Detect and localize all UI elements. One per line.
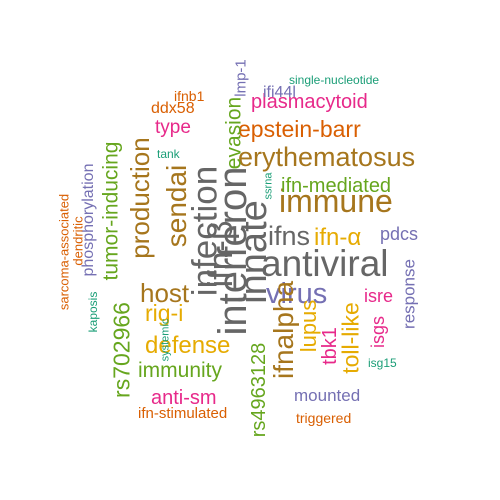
word-isgs: isgs	[368, 315, 388, 349]
word-sendai: sendai	[161, 164, 192, 248]
word-defense: defense	[145, 332, 231, 359]
word-dendritic: dendritic	[70, 216, 86, 266]
word-epstein-barr: epstein-barr	[238, 116, 361, 142]
word-triggered: triggered	[296, 410, 352, 426]
word-host: host	[140, 278, 190, 308]
word-ddx58: ddx58	[151, 100, 195, 117]
word-pdcs: pdcs	[380, 224, 419, 244]
word-single-nucleotide: single-nucleotide	[289, 73, 380, 87]
word-ifn-stimulated: ifn-stimulated	[138, 405, 228, 422]
word-evasion: evasion	[222, 96, 246, 170]
word-plasmacytoid: plasmacytoid	[251, 91, 368, 113]
word-ifn-alpha: ifn-α	[314, 224, 362, 251]
word-lmp-1: lmp-1	[232, 59, 250, 97]
word-isg15: isg15	[368, 356, 397, 370]
word-virus: virus	[266, 278, 328, 310]
word-rig-i: rig-i	[145, 300, 184, 326]
word-response: response	[399, 259, 419, 329]
word-ifnalpha: ifnalpha	[268, 280, 299, 380]
word-ifn-mediated: ifn-mediated	[281, 175, 392, 197]
word-mounted: mounted	[294, 386, 361, 405]
word-kaposis: kaposis	[86, 291, 100, 333]
word-ifnb1: ifnb1	[174, 88, 205, 104]
word-rs702966: rs702966	[108, 302, 135, 398]
word-rs4963128: rs4963128	[248, 342, 270, 438]
word-tbk1: tbk1	[319, 327, 341, 365]
word-type: type	[155, 117, 191, 138]
word-ifns: ifns	[268, 221, 311, 251]
word-toll-like: toll-like	[337, 302, 364, 374]
word-ssrna: ssrna	[262, 172, 275, 200]
word-lupus: lupus	[296, 299, 321, 353]
word-tumor-inducing: tumor-inducing	[99, 141, 123, 281]
word-erythematosus: erythematosus	[238, 142, 416, 172]
word-immunity: immunity	[138, 359, 223, 382]
word-ifi44l: ifi44l	[263, 84, 296, 101]
word-immune: immune	[279, 183, 393, 219]
word-systemic: systemic	[159, 318, 172, 362]
word-antiviral: antiviral	[261, 243, 389, 284]
word-production: production	[125, 137, 155, 259]
word-tank: tank	[157, 147, 180, 161]
word-anti-sm: anti-sm	[151, 387, 217, 409]
word-isre: isre	[364, 286, 394, 306]
word-sarcoma-associated: sarcoma-associated	[56, 193, 72, 311]
word-ifn-beta: ifn-β	[202, 220, 240, 288]
